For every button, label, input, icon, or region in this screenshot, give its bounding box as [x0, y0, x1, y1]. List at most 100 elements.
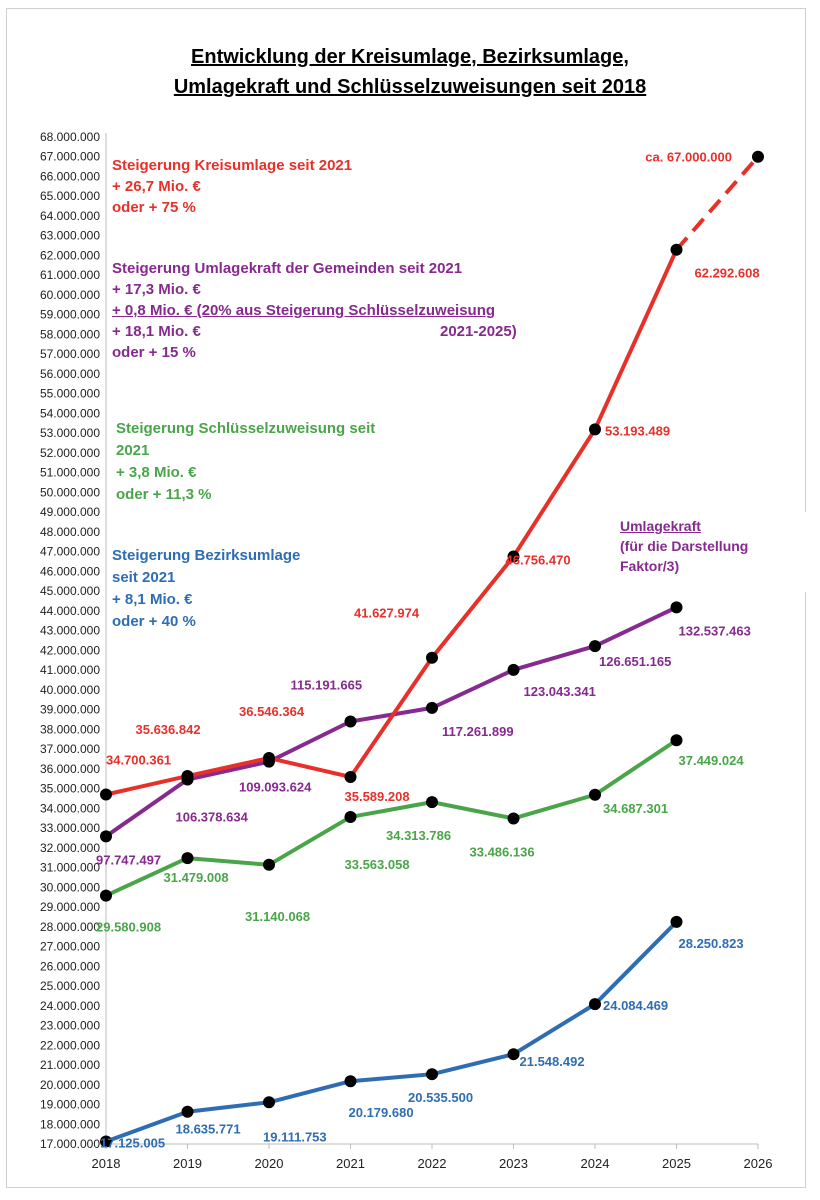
- kreisumlage-data-label: 35.589.208: [345, 789, 410, 804]
- chart-frame: [6, 8, 806, 1188]
- bezirksumlage-annotation-line-2: seit 2021: [112, 569, 176, 586]
- bezirksumlage-data-label: 18.635.771: [176, 1122, 241, 1137]
- schluessel-data-label: 37.449.024: [679, 753, 745, 768]
- y-tick-label: 42.000.000: [40, 643, 100, 657]
- schluessel-data-point: [507, 812, 520, 825]
- y-tick-label: 61.000.000: [40, 268, 100, 282]
- umlagekraft-data-point: [670, 601, 683, 614]
- umlagekraft-data-point: [100, 830, 112, 843]
- kreisumlage-projection-label: ca. 67.000.000: [645, 150, 732, 165]
- y-tick-label: 52.000.000: [40, 446, 100, 460]
- y-tick-label: 59.000.000: [40, 308, 100, 322]
- y-tick-label: 44.000.000: [40, 604, 100, 618]
- bezirksumlage-annotation-line-4: oder + 40 %: [112, 613, 196, 630]
- bezirksumlage-series-line: [105, 920, 678, 1144]
- schluessel-data-label: 34.313.786: [386, 828, 451, 843]
- y-tick-label: 27.000.000: [40, 940, 100, 954]
- x-tick-label: 2026: [744, 1156, 773, 1171]
- umlagekraft-data-point: [589, 640, 601, 653]
- y-tick-label: 53.000.000: [40, 426, 100, 440]
- kreisumlage-data-label: 35.636.842: [136, 722, 201, 737]
- schluessel-data-point: [181, 852, 194, 865]
- y-tick-label: 66.000.000: [40, 169, 100, 183]
- y-tick-label: 18.000.000: [40, 1117, 100, 1131]
- umlagekraft-data-label: 97.747.497: [96, 852, 161, 867]
- umlagekraft-annotation: Steigerung Umlagekraft der Gemeinden sei…: [112, 258, 517, 363]
- kreisumlage-data-point: [507, 550, 520, 563]
- umlagekraft-annotation-line-5: oder + 15 %: [112, 344, 196, 361]
- umlagekraft-data-label: 115.191.665: [291, 678, 363, 693]
- kreisumlage-data-point: [181, 770, 194, 783]
- umlagekraft-data-label: 106.378.634: [176, 810, 249, 825]
- y-tick-label: 26.000.000: [40, 959, 100, 973]
- umlagekraft-legend-line-2: (für die Darstellung: [620, 538, 749, 554]
- chart-title-line-1: Entwicklung der Kreisumlage, Bezirksumla…: [191, 46, 629, 68]
- kreisumlage-data-label: 34.700.361: [106, 753, 171, 768]
- x-tick-label: 2018: [92, 1156, 121, 1171]
- umlagekraft-data-point: [344, 715, 357, 728]
- y-tick-label: 20.000.000: [40, 1078, 100, 1092]
- kreisumlage-projection-line: [674, 155, 760, 252]
- kreisumlage-data-point: [344, 770, 357, 783]
- kreisumlage-data-label: 46.756.470: [506, 552, 571, 567]
- schluessel-data-point: [426, 796, 438, 809]
- schluessel-data-point: [670, 734, 683, 747]
- umlagekraft-annotation-line-4-text: + 18,1 Mio. €: [112, 323, 201, 340]
- y-tick-label: 47.000.000: [40, 545, 100, 559]
- bezirksumlage-data-label: 19.111.753: [263, 1129, 327, 1144]
- bezirksumlage-data-label: 24.084.469: [603, 998, 668, 1013]
- y-tick-label: 51.000.000: [40, 466, 100, 480]
- y-tick-label: 63.000.000: [40, 229, 100, 243]
- y-tick-label: 41.000.000: [40, 663, 100, 677]
- y-tick-label: 48.000.000: [40, 525, 100, 539]
- y-tick-label: 67.000.000: [40, 150, 100, 164]
- kreisumlage-annotation-line-2: + 26,7 Mio. €: [112, 178, 201, 195]
- y-tick-label: 38.000.000: [40, 722, 100, 736]
- umlagekraft-data-point: [426, 701, 438, 714]
- schluessel-data-label: 31.140.068: [245, 909, 310, 924]
- y-tick-label: 34.000.000: [40, 801, 100, 815]
- umlagekraft-annotation-line-4: + 18,1 Mio. € 2021-2025): [112, 321, 517, 342]
- umlagekraft-legend-box: [612, 512, 812, 592]
- umlagekraft-annotation-line-3: + 0,8 Mio. € (20% aus Steigerung Schlüss…: [112, 302, 496, 319]
- kreisumlage-data-point: [426, 651, 438, 664]
- schluessel-data-label: 33.563.058: [345, 857, 410, 872]
- schluessel-data-point: [100, 889, 112, 902]
- schluessel-annotation: Steigerung Schlüsselzuweisung seit 2021 …: [116, 418, 375, 506]
- y-tick-label: 45.000.000: [40, 584, 100, 598]
- y-tick-label: 46.000.000: [40, 564, 100, 578]
- x-tick-label: 2019: [173, 1156, 202, 1171]
- kreisumlage-data-label: 62.292.608: [695, 266, 760, 281]
- bezirksumlage-data-label: 20.179.680: [349, 1105, 414, 1120]
- y-tick-label: 64.000.000: [40, 209, 100, 223]
- schluessel-data-label: 31.479.008: [164, 870, 229, 885]
- umlagekraft-data-label: 109.093.624: [239, 780, 312, 795]
- kreisumlage-data-point: [589, 423, 601, 436]
- kreisumlage-data-point: [263, 752, 275, 765]
- umlagekraft-data-label: 132.537.463: [679, 623, 751, 638]
- bezirksumlage-data-label: 17.125.005: [100, 1136, 165, 1151]
- umlagekraft-legend: Umlagekraft (für die Darstellung Faktor/…: [620, 516, 748, 576]
- kreisumlage-data-point: [670, 243, 683, 256]
- y-tick-label: 54.000.000: [40, 406, 100, 420]
- schluessel-data-label: 29.580.908: [96, 920, 161, 935]
- bezirksumlage-data-point: [589, 998, 601, 1011]
- umlagekraft-data-label: 117.261.899: [442, 724, 514, 739]
- y-tick-label: 31.000.000: [40, 861, 100, 875]
- y-tick-label: 36.000.000: [40, 762, 100, 776]
- kreisumlage-annotation-line-3: oder + 75 %: [112, 199, 196, 216]
- y-tick-label: 40.000.000: [40, 683, 100, 697]
- umlagekraft-data-label: 123.043.341: [524, 684, 596, 699]
- bezirksumlage-data-point: [263, 1096, 275, 1109]
- y-tick-label: 21.000.000: [40, 1058, 100, 1072]
- y-tick-label: 58.000.000: [40, 327, 100, 341]
- kreisumlage-projection-point: [752, 150, 764, 163]
- umlagekraft-annotation-line-1: Steigerung Umlagekraft der Gemeinden sei…: [112, 260, 463, 277]
- y-tick-label: 39.000.000: [40, 703, 100, 717]
- y-tick-label: 62.000.000: [40, 248, 100, 262]
- schluessel-data-point: [589, 788, 601, 801]
- x-tick-label: 2024: [581, 1156, 610, 1171]
- bezirksumlage-data-point: [670, 915, 683, 928]
- bezirksumlage-annotation-line-3: + 8,1 Mio. €: [112, 591, 193, 608]
- bezirksumlage-data-label: 28.250.823: [679, 936, 744, 951]
